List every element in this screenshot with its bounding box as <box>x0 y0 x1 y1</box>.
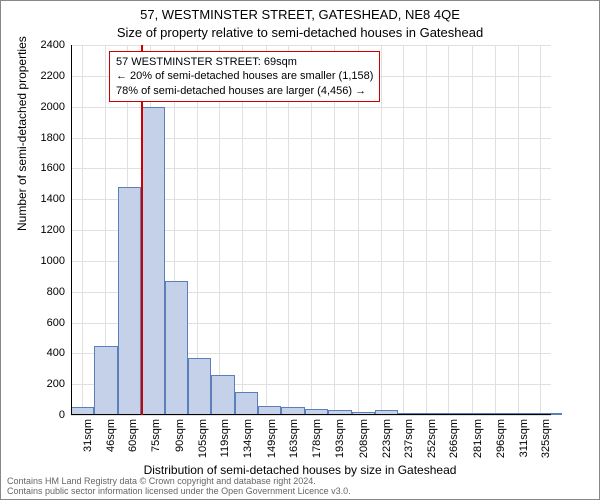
ytick-label: 0 <box>59 409 65 421</box>
ytick-label: 1800 <box>41 132 65 144</box>
xtick-label: 75sqm <box>150 419 162 452</box>
chart-container: 57, WESTMINSTER STREET, GATESHEAD, NE8 4… <box>0 0 600 500</box>
gridline-v <box>540 45 541 415</box>
histogram-bar <box>165 281 188 415</box>
ytick-label: 2000 <box>41 101 65 113</box>
ytick-label: 1400 <box>41 193 65 205</box>
xtick-label: 281sqm <box>472 419 484 458</box>
gridline-v <box>381 45 382 415</box>
footnote: Contains HM Land Registry data © Crown c… <box>7 477 351 497</box>
xtick-label: 223sqm <box>381 419 393 458</box>
histogram-bar <box>235 392 258 415</box>
ytick-label: 1000 <box>41 255 65 267</box>
gridline-h <box>71 415 551 416</box>
histogram-bar <box>118 187 141 415</box>
ytick-label: 400 <box>47 347 65 359</box>
xtick-label: 163sqm <box>288 419 300 458</box>
plot-area: 0200400600800100012001400160018002000220… <box>71 45 551 415</box>
gridline-v <box>448 45 449 415</box>
xtick-label: 46sqm <box>105 419 117 452</box>
xtick-label: 90sqm <box>174 419 186 452</box>
xtick-label: 105sqm <box>197 419 209 458</box>
ytick-label: 2400 <box>41 39 65 51</box>
xtick-label: 296sqm <box>495 419 507 458</box>
gridline-v <box>518 45 519 415</box>
xtick-label: 325sqm <box>540 419 552 458</box>
histogram-bar <box>94 346 117 415</box>
xtick-label: 134sqm <box>242 419 254 458</box>
gridline-v <box>426 45 427 415</box>
title-subtitle: Size of property relative to semi-detach… <box>1 25 599 40</box>
xtick-label: 119sqm <box>219 419 231 457</box>
gridline-v <box>82 45 83 415</box>
y-axis <box>71 45 72 415</box>
xtick-label: 149sqm <box>266 419 278 458</box>
ytick-label: 2200 <box>41 70 65 82</box>
xtick-label: 193sqm <box>334 419 346 458</box>
xtick-label: 311sqm <box>518 419 530 457</box>
annotation-line: 78% of semi-detached houses are larger (… <box>116 84 373 98</box>
ytick-label: 1200 <box>41 224 65 236</box>
ytick-label: 800 <box>47 286 65 298</box>
footnote-line2: Contains public sector information licen… <box>7 487 351 497</box>
histogram-bar <box>188 358 211 415</box>
xtick-label: 237sqm <box>403 419 415 458</box>
xtick-label: 252sqm <box>426 419 438 458</box>
annotation-line: 57 WESTMINSTER STREET: 69sqm <box>116 55 373 69</box>
x-axis-label: Distribution of semi-detached houses by … <box>1 463 599 477</box>
xtick-label: 60sqm <box>127 419 139 452</box>
gridline-v <box>495 45 496 415</box>
xtick-label: 266sqm <box>448 419 460 458</box>
ytick-label: 200 <box>47 378 65 390</box>
ytick-label: 1600 <box>41 162 65 174</box>
histogram-bar <box>211 375 234 415</box>
gridline-v <box>472 45 473 415</box>
annotation-line: ← 20% of semi-detached houses are smalle… <box>116 69 373 83</box>
y-axis-label: Number of semi-detached properties <box>15 36 29 231</box>
xtick-label: 178sqm <box>311 419 323 458</box>
ytick-label: 600 <box>47 317 65 329</box>
histogram-bar <box>141 107 164 415</box>
title-address: 57, WESTMINSTER STREET, GATESHEAD, NE8 4… <box>1 7 599 22</box>
xtick-label: 208sqm <box>358 419 370 458</box>
gridline-v <box>403 45 404 415</box>
xtick-label: 31sqm <box>82 419 94 452</box>
annotation-box: 57 WESTMINSTER STREET: 69sqm← 20% of sem… <box>109 51 380 102</box>
